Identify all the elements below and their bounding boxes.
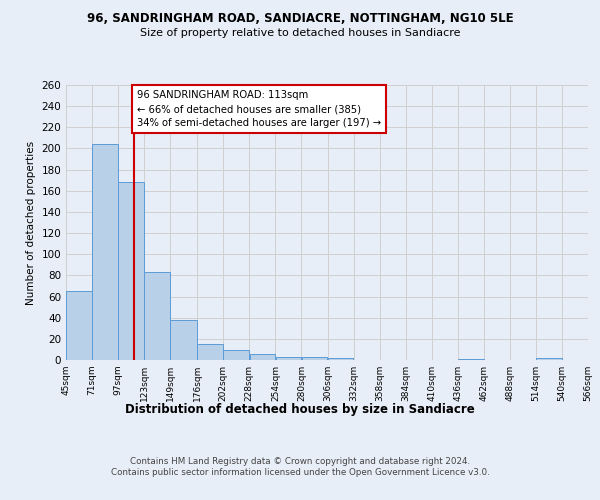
Text: Distribution of detached houses by size in Sandiacre: Distribution of detached houses by size … bbox=[125, 402, 475, 415]
Bar bbox=[170, 320, 197, 360]
Bar bbox=[92, 144, 118, 360]
Bar bbox=[223, 350, 249, 360]
Bar bbox=[328, 358, 353, 360]
Bar bbox=[458, 359, 484, 360]
Text: 96, SANDRINGHAM ROAD, SANDIACRE, NOTTINGHAM, NG10 5LE: 96, SANDRINGHAM ROAD, SANDIACRE, NOTTING… bbox=[86, 12, 514, 26]
Bar bbox=[66, 291, 92, 360]
Bar bbox=[197, 344, 223, 360]
Text: 96 SANDRINGHAM ROAD: 113sqm
← 66% of detached houses are smaller (385)
34% of se: 96 SANDRINGHAM ROAD: 113sqm ← 66% of det… bbox=[137, 90, 381, 128]
Bar bbox=[536, 358, 562, 360]
Bar bbox=[118, 182, 144, 360]
Bar bbox=[145, 272, 170, 360]
Y-axis label: Number of detached properties: Number of detached properties bbox=[26, 140, 36, 304]
Bar bbox=[302, 357, 328, 360]
Bar bbox=[275, 357, 301, 360]
Text: Contains HM Land Registry data © Crown copyright and database right 2024.
Contai: Contains HM Land Registry data © Crown c… bbox=[110, 458, 490, 477]
Text: Size of property relative to detached houses in Sandiacre: Size of property relative to detached ho… bbox=[140, 28, 460, 38]
Bar bbox=[250, 354, 275, 360]
